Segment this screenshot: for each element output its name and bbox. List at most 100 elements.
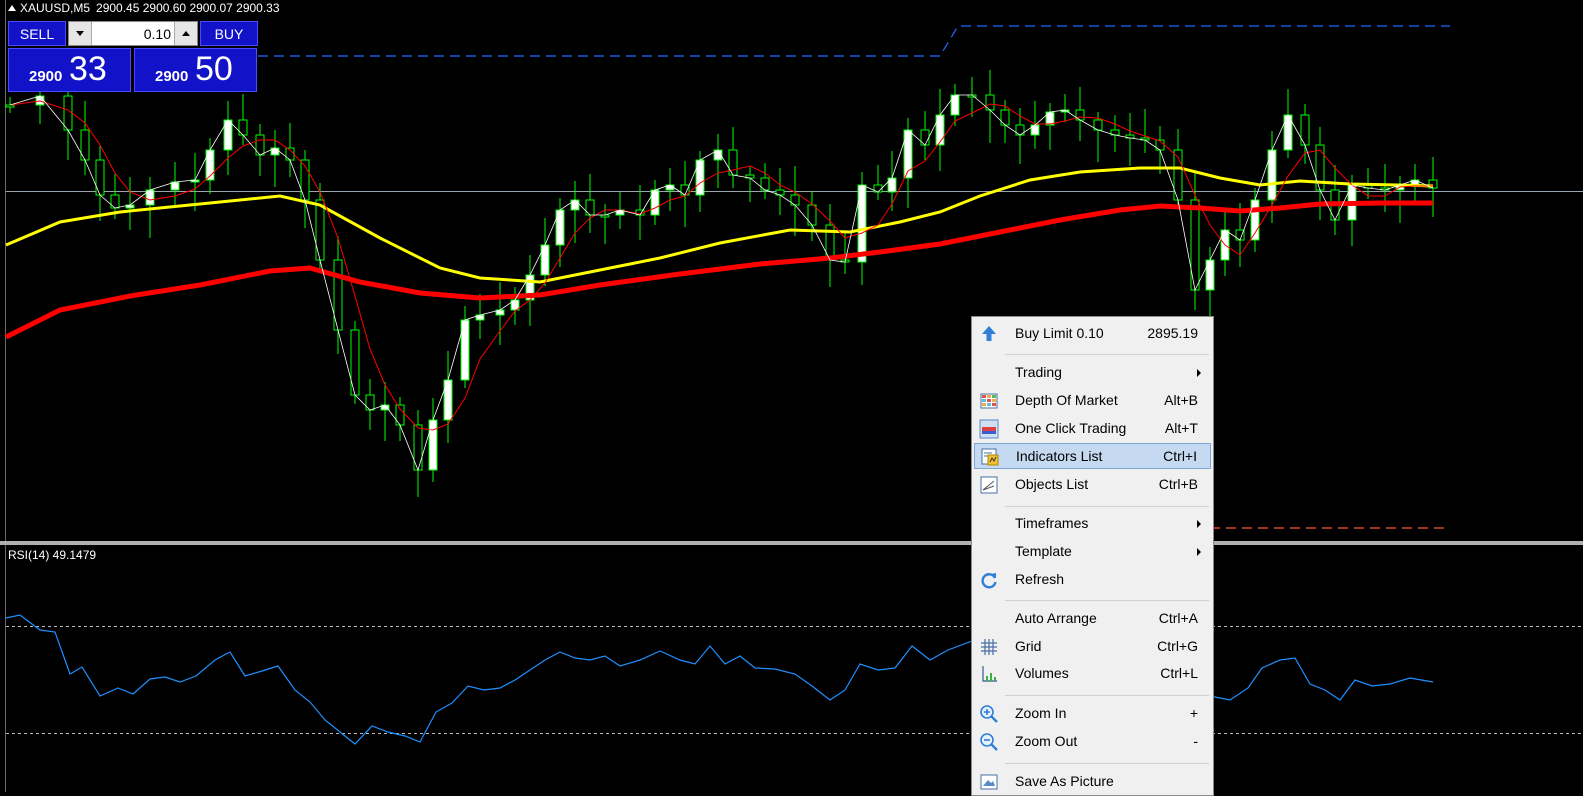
menu-item-label: Zoom In (1015, 705, 1067, 721)
triangle-up-icon (8, 5, 16, 11)
candle-body (443, 379, 453, 421)
subwindow-separator[interactable] (0, 541, 1583, 545)
candle-body (95, 159, 105, 196)
sell-price-prefix: 2900 (29, 68, 63, 85)
menu-item-one-click-trading[interactable]: One Click Trading Alt+T (974, 416, 1211, 442)
menu-item-label: Save As Picture (1015, 773, 1114, 789)
save-picture-icon (980, 774, 998, 790)
menu-item-indicators-list[interactable]: Indicators List Ctrl+I (974, 443, 1211, 469)
candle-body (428, 419, 438, 471)
submenu-arrow-icon (1197, 548, 1201, 556)
menu-item-refresh[interactable]: Refresh (974, 567, 1211, 593)
ohlc-values: 2900.45 2900.60 2900.07 2900.33 (96, 1, 280, 15)
candle-body (540, 244, 550, 276)
menu-item-save-as-picture[interactable]: Save As Picture (974, 769, 1211, 795)
sell-button[interactable]: SELL (8, 21, 66, 46)
menu-item-label: Zoom Out (1015, 733, 1078, 749)
menu-item-trading[interactable]: Trading (974, 360, 1211, 386)
menu-separator (1005, 600, 1209, 601)
candle-body (950, 94, 960, 116)
submenu-arrow-icon (1197, 520, 1201, 528)
volumes-icon (982, 666, 997, 682)
menu-item-objects-list[interactable]: Objects List Ctrl+B (974, 472, 1211, 498)
menu-item-label: Trading (1015, 364, 1062, 380)
depth-of-market-icon (980, 393, 998, 409)
menu-item-shortcut: Alt+B (1164, 392, 1198, 408)
menu-item-shortcut: Ctrl+L (1160, 665, 1198, 681)
menu-item-label: Objects List (1015, 476, 1089, 492)
menu-item-depth-of-market[interactable]: Depth Of Market Alt+B (974, 388, 1211, 414)
menu-item-label: Auto Arrange (1015, 610, 1097, 626)
menu-item-label: Grid (1015, 638, 1042, 654)
menu-item-label: Depth Of Market (1015, 392, 1118, 408)
menu-item-label: Buy Limit 0.10 (1015, 325, 1104, 341)
candle-body (555, 209, 565, 246)
candle-body (650, 189, 660, 216)
lot-size-input[interactable] (93, 24, 171, 43)
candle-body (5, 104, 15, 108)
chevron-up-icon (182, 31, 190, 36)
refresh-icon (981, 573, 997, 589)
candle-body (695, 159, 705, 196)
menu-separator (1005, 695, 1209, 696)
candles (5, 70, 1438, 497)
sell-price-pips: 33 (69, 50, 107, 88)
menu-item-label: Refresh (1015, 571, 1065, 587)
indicators-list-icon (981, 448, 999, 466)
menu-item-shortcut: Ctrl+A (1158, 610, 1198, 626)
menu-item-label: Timeframes (1015, 515, 1089, 531)
menu-separator (1005, 763, 1209, 764)
menu-item-template[interactable]: Template (974, 539, 1211, 565)
buy-price-button[interactable]: 2900 50 (134, 48, 257, 92)
menu-item-zoom-out[interactable]: Zoom Out - (974, 729, 1211, 755)
menu-item-zoom-in[interactable]: Zoom In + (974, 701, 1211, 727)
arrow-up-icon (982, 326, 996, 341)
menu-item-shortcut: Ctrl+I (1163, 448, 1197, 464)
menu-separator (1005, 354, 1209, 355)
menu-item-auto-arrange[interactable]: Auto Arrange Ctrl+A (974, 606, 1211, 632)
menu-item-shortcut: Alt+T (1164, 420, 1198, 436)
moving-average-mid (5, 166, 1434, 284)
menu-item-shortcut: - (1193, 733, 1198, 749)
sell-price-button[interactable]: 2900 33 (8, 48, 131, 92)
menu-item-shortcut: + (1189, 705, 1198, 721)
grid-icon (981, 639, 997, 655)
buy-button[interactable]: BUY (200, 21, 258, 46)
menu-item-label: Template (1015, 543, 1072, 559)
buy-price-prefix: 2900 (155, 68, 189, 85)
buy-limit-line (258, 25, 1450, 57)
menu-item-buy-limit[interactable]: Buy Limit 0.10 2895.19 (974, 321, 1211, 347)
close-line (9, 94, 1434, 472)
candle-body (395, 404, 405, 426)
menu-item-label: Indicators List (1016, 448, 1103, 464)
menu-item-shortcut: Ctrl+G (1157, 638, 1198, 654)
zoom-out-icon (980, 733, 998, 751)
menu-item-label: Volumes (1015, 665, 1069, 681)
menu-item-volumes[interactable]: Volumes Ctrl+L (974, 661, 1211, 687)
objects-list-icon (980, 476, 998, 494)
menu-item-grid[interactable]: Grid Ctrl+G (974, 634, 1211, 660)
candle-body (935, 114, 945, 146)
lot-size-control (68, 21, 198, 46)
candle-body (1205, 259, 1215, 291)
chevron-down-icon (76, 31, 84, 36)
rsi-line (5, 614, 1434, 745)
chart-symbol-header: XAUUSD,M5 2900.45 2900.60 2900.07 2900.33 (8, 1, 280, 15)
moving-average-slow (4, 200, 1433, 340)
candle-body (728, 149, 738, 176)
chart-context-menu: Buy Limit 0.10 2895.19 Trading Depth Of … (971, 316, 1214, 796)
menu-item-timeframes[interactable]: Timeframes (974, 511, 1211, 537)
candle-body (315, 199, 325, 261)
menu-item-shortcut: 2895.19 (1147, 325, 1198, 341)
candle-body (887, 177, 897, 193)
one-click-trading-icon (979, 419, 999, 439)
lot-decrease-button[interactable] (69, 22, 92, 45)
lot-increase-button[interactable] (174, 22, 197, 45)
rsi-indicator-label: RSI(14) 49.1479 (8, 548, 97, 562)
menu-separator (1005, 506, 1209, 507)
submenu-arrow-icon (1197, 369, 1201, 377)
moving-average-fast (9, 100, 1433, 431)
one-click-trading-panel: SELL BUY 2900 33 2900 50 (8, 21, 258, 93)
zoom-in-icon (980, 705, 998, 723)
